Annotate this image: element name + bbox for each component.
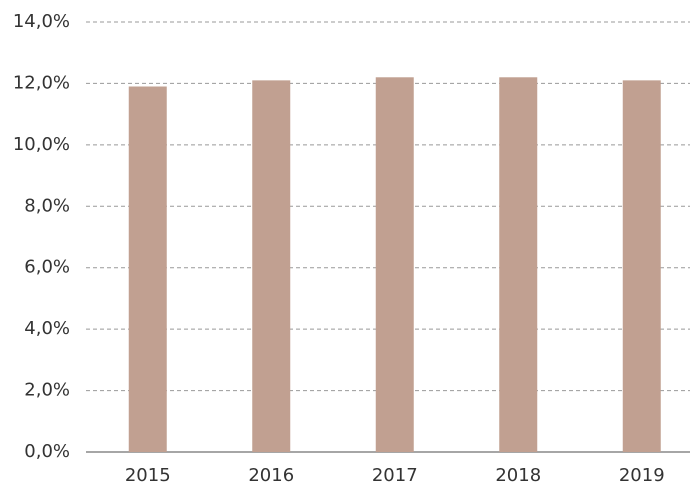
y-tick-label: 0,0% [24,441,70,462]
bar [128,86,167,452]
x-tick-label: 2017 [372,465,418,486]
y-tick-label: 2,0% [24,380,70,401]
bar [622,80,661,452]
bar [375,77,414,453]
y-tick-label: 6,0% [24,257,70,278]
y-tick-label: 14,0% [13,11,70,32]
y-tick-label: 12,0% [13,72,70,93]
x-tick-label: 2015 [125,465,171,486]
x-tick-label: 2018 [495,465,541,486]
y-tick-label: 8,0% [24,195,70,216]
bar [252,80,291,452]
x-tick-label: 2019 [619,465,665,486]
y-tick-label: 10,0% [13,134,70,155]
bar [499,77,538,453]
y-tick-label: 4,0% [24,318,70,339]
x-tick-label: 2016 [248,465,294,486]
